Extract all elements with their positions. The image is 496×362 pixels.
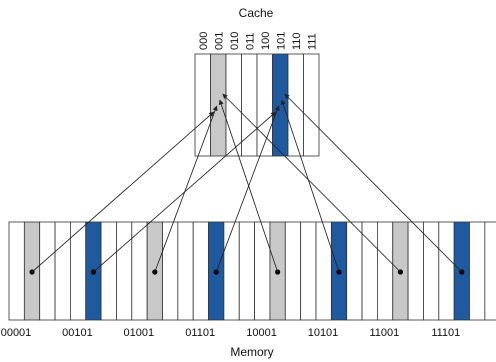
cache-index-label: 001 [213,32,225,50]
memory-block-grid [8,221,496,321]
mapping-arrow [222,93,401,273]
cache-index-label: 000 [198,32,210,50]
memory-block [300,221,317,321]
memory-block [238,221,256,321]
memory-block [346,221,363,321]
memory-address-label: 11101 [431,327,460,339]
memory-block [361,221,378,321]
cache-block-001 [210,53,227,157]
memory-block [100,221,117,321]
memory-block [423,221,440,321]
memory-block [484,221,496,321]
mapping-arrows [29,93,465,275]
memory-block [39,221,56,321]
memory-block [8,221,25,321]
cache-index-label: 011 [244,32,256,50]
mapping-arrow [218,99,279,273]
mapping-arrow [280,99,340,273]
cache-index-label: 010 [229,32,241,50]
cache-block-011 [241,53,258,157]
memory-block [284,221,302,321]
memory-block [469,221,486,321]
cache-title: Cache [239,6,274,20]
cache-block-100 [256,53,273,157]
memory-block [54,221,71,321]
arrow-origin-dot [152,269,158,275]
cache-block-grid [194,53,320,157]
cache-index-label: 110 [291,32,303,50]
memory-address-labels: 00001 00101 01001 01101 10001 10101 11001 11101 [1,327,461,339]
memory-address-label: 00001 [1,327,32,339]
memory-block [116,221,133,321]
memory-block [254,221,271,321]
cache-block-000 [194,53,211,157]
cache-block-111 [303,53,320,157]
memory-address-label: 11001 [370,327,400,339]
memory-block [438,221,455,321]
memory-block [162,221,179,321]
memory-block [315,221,332,321]
memory-address-label: 10001 [246,327,277,339]
memory-block [223,221,240,321]
memory-address-label: 01001 [124,327,155,339]
memory-address-label: 10101 [308,327,339,339]
cache-index-label: 111 [306,33,318,50]
cache-index-label: 100 [260,32,272,50]
memory-address-label: 00101 [62,327,93,339]
memory-block [177,221,194,321]
mapping-arrow [215,105,280,273]
cache-index-label: 101 [275,32,287,50]
memory-block [192,221,209,321]
memory-address-label: 01101 [185,327,215,339]
cache-index-labels: 000 001 010 011 100 101 110 111 [198,32,319,50]
cache-block-101 [272,53,289,157]
memory-block [407,221,424,321]
memory-block [376,221,394,321]
mapping-arrow [284,93,463,273]
mapping-arrow [154,105,218,273]
memory-title: Memory [230,345,273,359]
mapping-arrow [31,111,215,273]
